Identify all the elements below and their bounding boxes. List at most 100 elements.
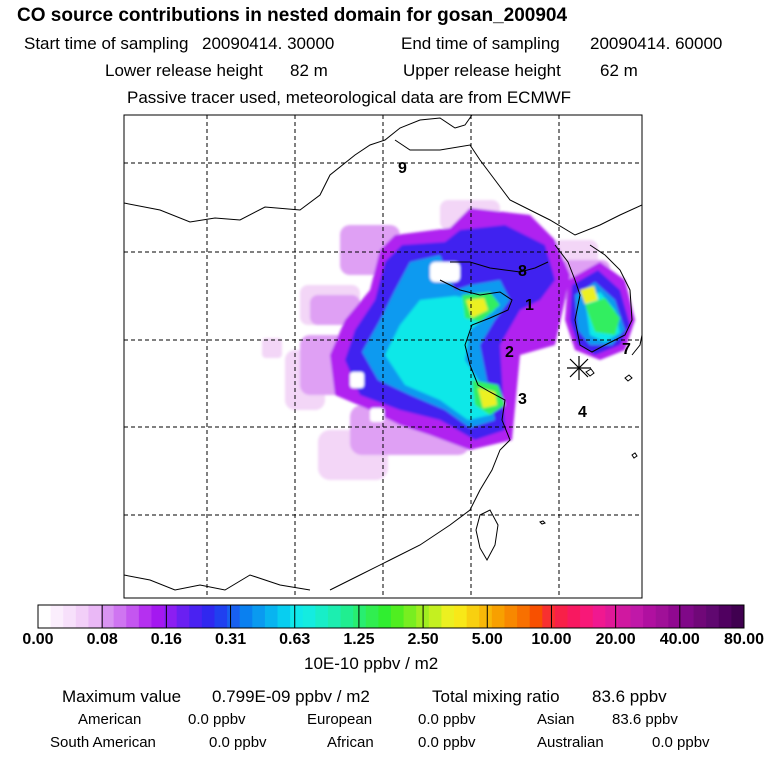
max-value: 0.799E-09 ppbv / m2: [212, 687, 370, 706]
colorbar-swatch: [88, 605, 102, 628]
colorbar-swatch: [252, 605, 266, 628]
colorbar-tick-label: 1.25: [343, 631, 375, 648]
region-label: 7: [622, 341, 631, 358]
colorbar-swatch: [466, 605, 480, 628]
lat-lon-grid: [124, 115, 642, 598]
region-label: 1: [525, 297, 534, 314]
start-time-value: 20090414. 30000: [202, 34, 335, 53]
region-label: 2: [505, 344, 514, 361]
colorbar-swatch: [164, 605, 178, 628]
colorbar-swatch: [302, 605, 316, 628]
colorbar-tick-label: 20.00: [595, 631, 636, 648]
colorbar-swatch: [491, 605, 505, 628]
region-name: European: [307, 711, 373, 728]
colorbar-swatch: [542, 605, 556, 628]
receptor-asterisk-icon: [567, 356, 591, 380]
colorbar-swatch: [378, 605, 392, 628]
region-value: 83.6 ppbv: [612, 711, 678, 728]
region-name: Asian: [537, 711, 575, 728]
colorbar-swatch: [113, 605, 127, 628]
plume-gaps: [350, 262, 460, 422]
end-time-value: 20090414. 60000: [590, 34, 723, 53]
colorbar-tick-label: 80.00: [723, 631, 765, 648]
colorbar-swatch: [529, 605, 543, 628]
colorbar-swatch: [327, 605, 341, 628]
colorbar-swatch: [643, 605, 657, 628]
colorbar-swatch: [340, 605, 354, 628]
map-frame: [123, 114, 643, 599]
colorbar-swatch: [718, 605, 732, 628]
colorbar-swatch: [454, 605, 468, 628]
region-value: 0.0 ppbv: [652, 734, 710, 751]
colorbar-swatch: [227, 605, 241, 628]
colorbar-swatch: [680, 605, 694, 628]
colorbar-swatch: [189, 605, 203, 628]
total-mixing-value: 83.6 ppbv: [592, 687, 667, 706]
colorbar-swatch: [403, 605, 417, 628]
region-name: South American: [50, 734, 156, 751]
region-value: 0.0 ppbv: [418, 734, 476, 751]
colorbar-swatch: [668, 605, 682, 628]
colorbar-tick-label: 0.63: [279, 631, 311, 648]
map-area: [124, 115, 642, 598]
colorbar-swatch: [214, 605, 228, 628]
tracer-note: Passive tracer used, meteorological data…: [127, 88, 572, 107]
colorbar-swatch: [504, 605, 518, 628]
colorbar-swatch: [315, 605, 329, 628]
colorbar-swatch: [151, 605, 165, 628]
end-time-label: End time of sampling: [401, 34, 560, 53]
colorbar-tick-label: 5.00: [471, 631, 503, 648]
total-mixing-label: Total mixing ratio: [432, 687, 560, 706]
max-value-label: Maximum value: [62, 687, 182, 706]
colorbar-swatch: [731, 605, 745, 628]
colorbar-swatch: [605, 605, 619, 628]
start-time-label: Start time of sampling: [24, 34, 189, 53]
upper-release-value: 62 m: [600, 61, 638, 80]
colorbar-tick-label: 0.08: [86, 631, 118, 648]
colorbar-swatch: [63, 605, 77, 628]
colorbar-swatch: [391, 605, 405, 628]
region-value: 0.0 ppbv: [188, 711, 246, 728]
colorbar-swatch: [517, 605, 531, 628]
colorbar-swatch: [138, 605, 152, 628]
plume-level-yellow: [466, 286, 598, 408]
colorbar-swatch: [277, 605, 291, 628]
colorbar-swatch: [630, 605, 644, 628]
colorbar-swatch: [428, 605, 442, 628]
colorbar-swatch: [592, 605, 606, 628]
colorbar-tick-label: 40.00: [659, 631, 700, 648]
colorbar-swatch: [101, 605, 115, 628]
colorbar-unit: 10E-10 ppbv / m2: [304, 654, 439, 673]
region-name: Australian: [537, 734, 604, 751]
colorbar-tick-label: 0.00: [22, 631, 54, 648]
colorbar-swatch: [693, 605, 707, 628]
upper-release-label: Upper release height: [403, 61, 561, 80]
page-title: CO source contributions in nested domain…: [17, 5, 568, 26]
colorbar-swatch: [353, 605, 367, 628]
colorbar-swatch: [479, 605, 493, 628]
colorbar-swatch: [706, 605, 720, 628]
colorbar-swatch: [38, 605, 52, 628]
region-label: 9: [398, 160, 407, 177]
colorbar: [37, 604, 745, 629]
colorbar-tick-label: 0.31: [214, 631, 247, 648]
colorbar-swatch: [617, 605, 631, 628]
region-value: 0.0 ppbv: [209, 734, 267, 751]
colorbar-tick-label: 2.50: [407, 631, 439, 648]
colorbar-swatch: [201, 605, 215, 628]
colorbar-swatch: [290, 605, 304, 628]
colorbar-swatch: [126, 605, 140, 628]
colorbar-swatch: [567, 605, 581, 628]
colorbar-swatch: [655, 605, 669, 628]
lower-release-value: 82 m: [290, 61, 328, 80]
region-label: 8: [518, 263, 527, 280]
region-value: 0.0 ppbv: [418, 711, 476, 728]
colorbar-tick-label: 10.00: [531, 631, 572, 648]
colorbar-swatch: [441, 605, 455, 628]
region-name: African: [327, 734, 374, 751]
colorbar-frame: [37, 604, 745, 629]
region-name: American: [78, 711, 142, 728]
colorbar-swatch: [239, 605, 253, 628]
colorbar-tick-label: 0.16: [150, 631, 182, 648]
